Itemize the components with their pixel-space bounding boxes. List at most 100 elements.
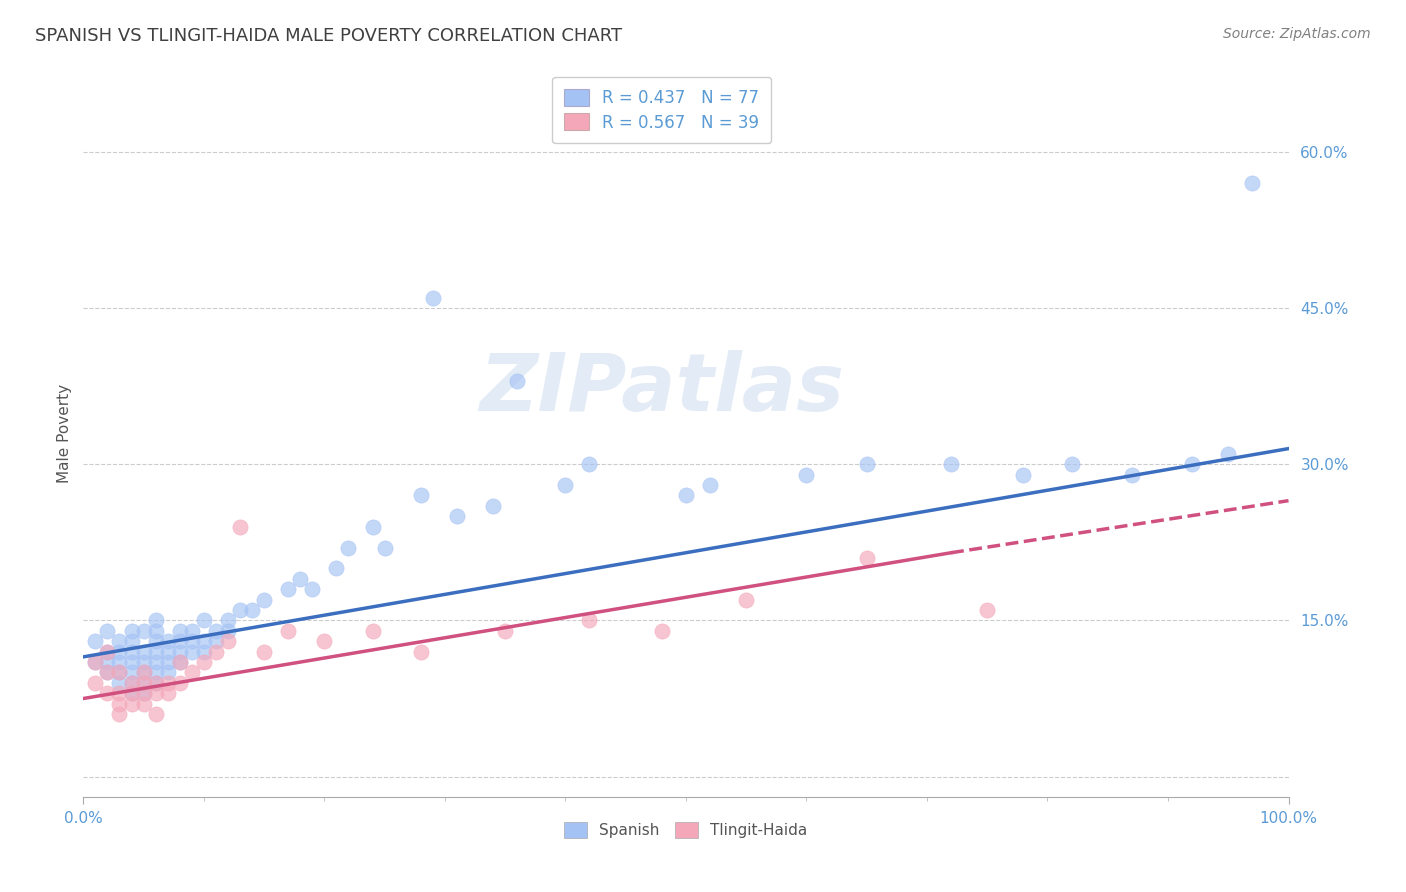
Point	[169, 655, 191, 669]
Point	[409, 645, 432, 659]
Point	[84, 676, 107, 690]
Point	[301, 582, 323, 597]
Point	[156, 655, 179, 669]
Point	[145, 676, 167, 690]
Point	[156, 634, 179, 648]
Point	[121, 697, 143, 711]
Point	[939, 457, 962, 471]
Point	[422, 291, 444, 305]
Point	[145, 676, 167, 690]
Point	[96, 686, 118, 700]
Point	[156, 676, 179, 690]
Point	[169, 655, 191, 669]
Point	[855, 457, 877, 471]
Point	[108, 645, 131, 659]
Point	[145, 707, 167, 722]
Point	[217, 624, 239, 638]
Point	[205, 624, 228, 638]
Point	[132, 697, 155, 711]
Point	[193, 634, 215, 648]
Point	[169, 676, 191, 690]
Point	[121, 624, 143, 638]
Point	[96, 624, 118, 638]
Point	[1218, 447, 1240, 461]
Point	[290, 572, 312, 586]
Legend: Spanish, Tlingit-Haida: Spanish, Tlingit-Haida	[558, 816, 814, 845]
Point	[96, 645, 118, 659]
Point	[855, 550, 877, 565]
Point	[108, 655, 131, 669]
Point	[1181, 457, 1204, 471]
Point	[132, 624, 155, 638]
Point	[132, 665, 155, 680]
Point	[193, 645, 215, 659]
Point	[121, 676, 143, 690]
Point	[506, 374, 529, 388]
Point	[121, 665, 143, 680]
Point	[180, 665, 202, 680]
Point	[409, 488, 432, 502]
Point	[132, 655, 155, 669]
Point	[145, 665, 167, 680]
Point	[699, 478, 721, 492]
Point	[1012, 467, 1035, 482]
Point	[156, 645, 179, 659]
Point	[651, 624, 673, 638]
Point	[240, 603, 263, 617]
Point	[253, 592, 276, 607]
Point	[96, 645, 118, 659]
Point	[1060, 457, 1083, 471]
Point	[205, 634, 228, 648]
Point	[132, 665, 155, 680]
Point	[675, 488, 697, 502]
Point	[314, 634, 336, 648]
Point	[193, 655, 215, 669]
Point	[132, 645, 155, 659]
Point	[84, 634, 107, 648]
Point	[96, 665, 118, 680]
Point	[253, 645, 276, 659]
Point	[277, 582, 299, 597]
Point	[84, 655, 107, 669]
Text: SPANISH VS TLINGIT-HAIDA MALE POVERTY CORRELATION CHART: SPANISH VS TLINGIT-HAIDA MALE POVERTY CO…	[35, 27, 623, 45]
Point	[180, 645, 202, 659]
Point	[325, 561, 347, 575]
Point	[180, 624, 202, 638]
Y-axis label: Male Poverty: Male Poverty	[58, 384, 72, 483]
Point	[180, 634, 202, 648]
Point	[121, 645, 143, 659]
Point	[229, 603, 252, 617]
Point	[169, 624, 191, 638]
Point	[108, 707, 131, 722]
Point	[121, 686, 143, 700]
Point	[145, 686, 167, 700]
Point	[145, 624, 167, 638]
Point	[796, 467, 818, 482]
Point	[121, 634, 143, 648]
Point	[217, 614, 239, 628]
Point	[193, 614, 215, 628]
Point	[229, 519, 252, 533]
Point	[121, 655, 143, 669]
Point	[205, 645, 228, 659]
Point	[578, 614, 600, 628]
Text: Source: ZipAtlas.com: Source: ZipAtlas.com	[1223, 27, 1371, 41]
Point	[578, 457, 600, 471]
Point	[108, 686, 131, 700]
Point	[145, 634, 167, 648]
Point	[84, 655, 107, 669]
Point	[145, 655, 167, 669]
Point	[108, 697, 131, 711]
Point	[1121, 467, 1143, 482]
Point	[169, 645, 191, 659]
Point	[446, 509, 468, 524]
Point	[361, 624, 384, 638]
Point	[132, 676, 155, 690]
Point	[156, 665, 179, 680]
Point	[337, 541, 360, 555]
Point	[361, 519, 384, 533]
Point	[554, 478, 576, 492]
Point	[494, 624, 516, 638]
Point	[277, 624, 299, 638]
Point	[735, 592, 758, 607]
